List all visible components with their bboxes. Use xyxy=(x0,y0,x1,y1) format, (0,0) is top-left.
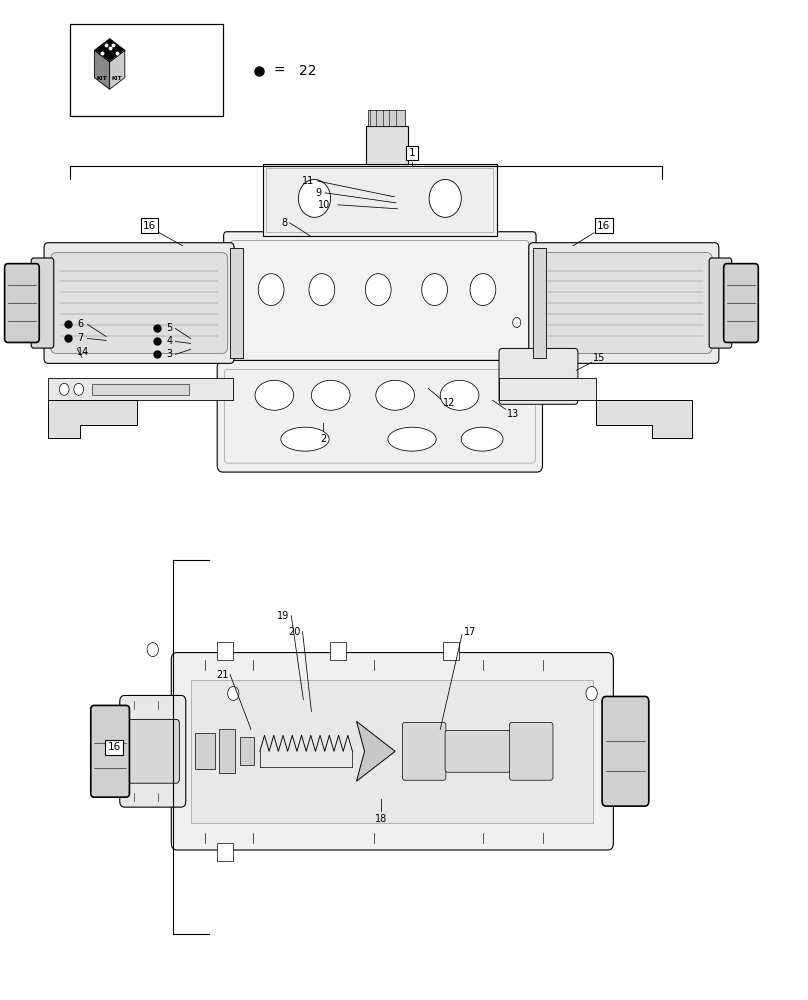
Text: 3: 3 xyxy=(166,349,173,359)
Text: 1: 1 xyxy=(409,148,415,158)
FancyBboxPatch shape xyxy=(535,253,713,353)
Bar xyxy=(366,126,408,164)
Text: 20: 20 xyxy=(288,627,301,637)
Bar xyxy=(240,737,255,765)
Text: 7: 7 xyxy=(77,333,83,343)
Ellipse shape xyxy=(311,380,350,410)
Text: 10: 10 xyxy=(318,200,330,210)
FancyBboxPatch shape xyxy=(120,695,186,807)
FancyBboxPatch shape xyxy=(171,653,613,850)
Circle shape xyxy=(365,274,391,306)
Text: 13: 13 xyxy=(507,409,520,419)
FancyBboxPatch shape xyxy=(709,258,732,348)
Text: =: = xyxy=(274,64,285,78)
Circle shape xyxy=(586,686,597,700)
Text: 4: 4 xyxy=(166,336,173,346)
Text: 9: 9 xyxy=(316,188,322,198)
Ellipse shape xyxy=(440,380,479,410)
Polygon shape xyxy=(356,721,395,781)
FancyBboxPatch shape xyxy=(402,722,446,780)
Circle shape xyxy=(259,274,284,306)
Bar xyxy=(443,642,459,660)
Circle shape xyxy=(147,643,158,657)
Polygon shape xyxy=(595,400,692,438)
FancyBboxPatch shape xyxy=(602,696,649,806)
Circle shape xyxy=(59,383,69,395)
Bar xyxy=(191,680,593,823)
Text: 14: 14 xyxy=(77,347,90,357)
Polygon shape xyxy=(95,50,110,89)
FancyBboxPatch shape xyxy=(32,258,53,348)
FancyBboxPatch shape xyxy=(5,264,40,342)
FancyBboxPatch shape xyxy=(528,243,719,363)
Text: 21: 21 xyxy=(216,670,229,680)
Bar xyxy=(330,642,346,660)
Bar xyxy=(217,843,234,861)
Text: 18: 18 xyxy=(376,814,388,824)
Circle shape xyxy=(228,686,239,700)
Text: 5: 5 xyxy=(166,323,173,333)
Bar xyxy=(219,729,235,773)
Ellipse shape xyxy=(376,380,415,410)
Circle shape xyxy=(309,274,335,306)
Bar xyxy=(230,248,243,358)
Circle shape xyxy=(74,383,83,395)
Text: 16: 16 xyxy=(107,742,120,752)
Bar xyxy=(195,733,215,769)
Text: 12: 12 xyxy=(443,398,455,408)
Text: 11: 11 xyxy=(301,176,314,186)
FancyBboxPatch shape xyxy=(126,719,179,783)
Text: 6: 6 xyxy=(77,319,83,329)
Polygon shape xyxy=(95,39,124,62)
FancyBboxPatch shape xyxy=(44,243,234,363)
FancyBboxPatch shape xyxy=(510,722,553,780)
Text: 19: 19 xyxy=(277,611,289,621)
Ellipse shape xyxy=(388,427,436,451)
Bar xyxy=(368,110,406,126)
Text: 15: 15 xyxy=(593,353,606,363)
Text: 2: 2 xyxy=(320,434,326,444)
FancyBboxPatch shape xyxy=(499,348,578,404)
Polygon shape xyxy=(48,400,137,438)
Circle shape xyxy=(513,318,521,327)
Polygon shape xyxy=(110,50,124,89)
Text: 16: 16 xyxy=(143,221,156,231)
Ellipse shape xyxy=(255,380,293,410)
Bar xyxy=(499,378,595,400)
Bar xyxy=(263,164,497,236)
FancyBboxPatch shape xyxy=(217,360,542,472)
Bar xyxy=(532,248,545,358)
FancyBboxPatch shape xyxy=(90,705,129,797)
Circle shape xyxy=(470,274,496,306)
Bar xyxy=(217,642,234,660)
Bar xyxy=(267,168,494,232)
Ellipse shape xyxy=(298,179,330,217)
FancyBboxPatch shape xyxy=(724,264,758,342)
Bar xyxy=(48,378,234,400)
Circle shape xyxy=(422,274,448,306)
Ellipse shape xyxy=(281,427,329,451)
Text: KIT: KIT xyxy=(112,76,123,81)
Text: 16: 16 xyxy=(597,221,610,231)
Bar xyxy=(69,24,223,116)
Bar xyxy=(92,384,189,395)
Text: 22: 22 xyxy=(299,64,317,78)
Text: KIT: KIT xyxy=(97,76,107,81)
Ellipse shape xyxy=(461,427,503,451)
FancyBboxPatch shape xyxy=(445,730,511,772)
Text: 17: 17 xyxy=(464,627,476,637)
FancyBboxPatch shape xyxy=(224,232,536,374)
Text: 8: 8 xyxy=(281,218,287,228)
Ellipse shape xyxy=(429,179,461,217)
FancyBboxPatch shape xyxy=(51,253,228,353)
